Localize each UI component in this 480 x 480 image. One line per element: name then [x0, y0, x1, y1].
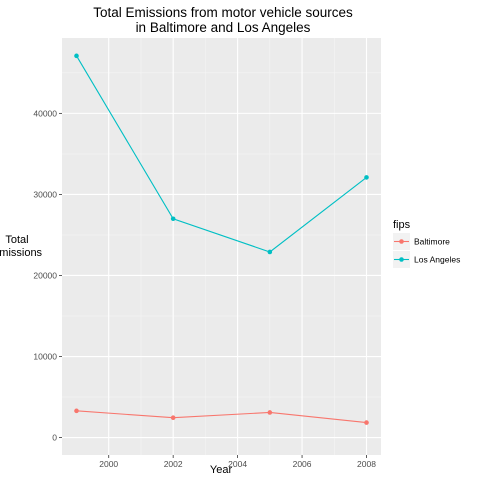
- y-tick-label: 40000: [33, 108, 57, 118]
- y-tick-label: 20000: [33, 270, 57, 280]
- legend-key-point-los-angeles: [399, 257, 404, 262]
- series-points: [74, 53, 369, 425]
- data-point-baltimore: [267, 410, 273, 415]
- x-tick-label: 2000: [99, 459, 118, 469]
- data-point-los-angeles: [170, 216, 176, 222]
- series-line-baltimore: [76, 410, 367, 424]
- legend-label-baltimore: Baltimore: [414, 237, 450, 247]
- data-point-los-angeles: [267, 249, 273, 255]
- y-axis-ticks: 0 10000 20000 30000 40000: [33, 108, 62, 443]
- data-point-baltimore: [364, 420, 369, 425]
- series-line-los-angeles: [76, 55, 367, 253]
- y-axis-title-line-2: Emissions: [0, 247, 43, 259]
- x-tick-label: 2008: [357, 459, 376, 469]
- data-point-baltimore: [74, 408, 79, 414]
- y-axis-title-line-1: Total: [5, 234, 28, 246]
- x-tick-label: 2006: [293, 459, 312, 469]
- major-gridlines: [62, 38, 381, 455]
- x-axis-ticks: 2000 2002 2004 2006 2008: [99, 455, 376, 469]
- x-tick-label: 2004: [228, 459, 247, 469]
- data-point-los-angeles: [74, 53, 79, 59]
- plot-panel: [62, 38, 381, 455]
- series-lines: [76, 55, 367, 424]
- legend-title: fips: [393, 219, 411, 231]
- chart-title-line-2: in Baltimore and Los Angeles: [136, 20, 311, 35]
- chart-title-line-1: Total Emissions from motor vehicle sourc…: [93, 5, 353, 20]
- y-tick-label: 10000: [33, 352, 57, 362]
- data-point-los-angeles: [364, 175, 369, 180]
- y-tick-label: 0: [52, 433, 57, 443]
- legend-key-point-baltimore: [399, 239, 404, 244]
- minor-gridlines: [62, 38, 381, 455]
- x-axis-title: Year: [210, 464, 233, 476]
- y-tick-label: 30000: [33, 189, 57, 199]
- x-tick-label: 2002: [164, 459, 183, 469]
- legend-label-los-angeles: Los Angeles: [414, 255, 460, 265]
- data-point-baltimore: [170, 415, 176, 421]
- legend: fips Baltimore Los Angeles: [393, 219, 460, 268]
